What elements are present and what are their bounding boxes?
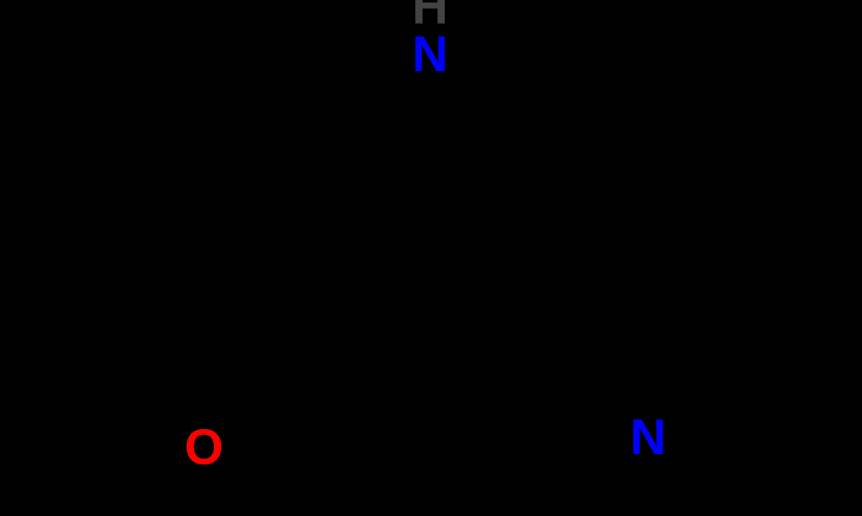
atom-h: H — [412, 0, 448, 35]
atom-o: O — [185, 419, 224, 475]
atom-n: N — [630, 409, 666, 465]
